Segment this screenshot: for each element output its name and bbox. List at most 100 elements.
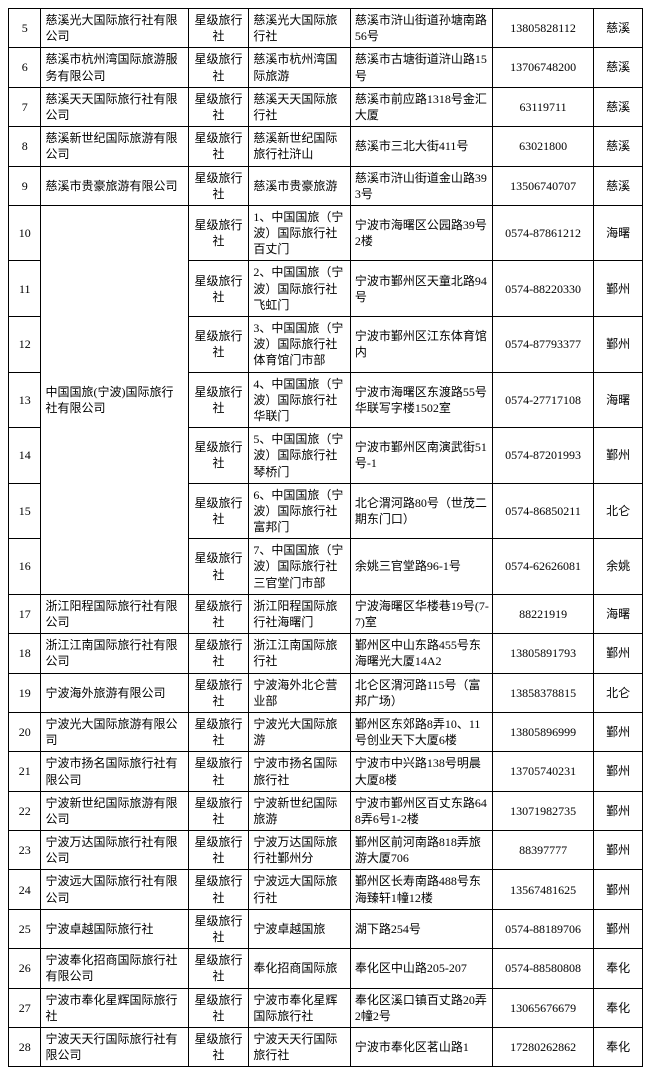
company-name: 慈溪市杭州湾国际旅游服务有限公司 (41, 48, 188, 87)
phone: 0574-27717108 (492, 372, 593, 428)
address: 宁波市鄞州区江东体育馆内 (350, 317, 492, 373)
company-name: 宁波奉化招商国际旅行社有限公司 (41, 949, 188, 988)
phone: 13071982735 (492, 791, 593, 830)
row-index: 5 (9, 9, 41, 48)
agency-table: 5慈溪光大国际旅行社有限公司星级旅行社慈溪光大国际旅行社慈溪市浒山街道孙塘南路5… (8, 8, 643, 1067)
phone: 0574-88220330 (492, 261, 593, 317)
district: 慈溪 (594, 9, 643, 48)
company-name: 宁波海外旅游有限公司 (41, 673, 188, 712)
row-index: 7 (9, 87, 41, 126)
company-name: 宁波新世纪国际旅游有限公司 (41, 791, 188, 830)
district: 鄞州 (594, 831, 643, 870)
branch-name: 宁波万达国际旅行社鄞州分 (249, 831, 350, 870)
phone: 0574-87861212 (492, 205, 593, 261)
company-name: 中国国旅(宁波)国际旅行社有限公司 (41, 205, 188, 594)
address: 宁波市鄞州区天童北路94号 (350, 261, 492, 317)
district: 北仑 (594, 483, 643, 539)
row-index: 12 (9, 317, 41, 373)
address: 慈溪市浒山街道金山路393号 (350, 166, 492, 205)
phone: 13805891793 (492, 634, 593, 673)
row-index: 24 (9, 870, 41, 909)
table-row: 28宁波天天行国际旅行社有限公司星级旅行社宁波天天行国际旅行社宁波市奉化区茗山路… (9, 1027, 643, 1066)
district: 海曙 (594, 205, 643, 261)
district: 鄞州 (594, 428, 643, 484)
district: 鄞州 (594, 712, 643, 751)
branch-name: 慈溪市杭州湾国际旅游 (249, 48, 350, 87)
row-index: 27 (9, 988, 41, 1027)
agency-type: 星级旅行社 (188, 9, 249, 48)
table-row: 25宁波卓越国际旅行社星级旅行社宁波卓越国旅湖下路254号0574-881897… (9, 909, 643, 948)
branch-name: 4、中国国旅（宁波）国际旅行社华联门 (249, 372, 350, 428)
district: 奉化 (594, 988, 643, 1027)
phone: 13065676679 (492, 988, 593, 1027)
district: 鄞州 (594, 870, 643, 909)
address: 宁波市海曙区东渡路55号华联写字楼1502室 (350, 372, 492, 428)
district: 慈溪 (594, 87, 643, 126)
address: 宁波市中兴路138号明晨大厦8楼 (350, 752, 492, 791)
agency-type: 星级旅行社 (188, 428, 249, 484)
district: 鄞州 (594, 634, 643, 673)
agency-type: 星级旅行社 (188, 909, 249, 948)
phone: 0574-86850211 (492, 483, 593, 539)
branch-name: 奉化招商国际旅 (249, 949, 350, 988)
address: 慈溪市浒山街道孙塘南路56号 (350, 9, 492, 48)
company-name: 慈溪天天国际旅行社有限公司 (41, 87, 188, 126)
district: 海曙 (594, 372, 643, 428)
row-index: 25 (9, 909, 41, 948)
row-index: 26 (9, 949, 41, 988)
row-index: 21 (9, 752, 41, 791)
phone: 0574-88189706 (492, 909, 593, 948)
address: 奉化区中山路205-207 (350, 949, 492, 988)
address: 慈溪市古塘街道浒山路15号 (350, 48, 492, 87)
agency-type: 星级旅行社 (188, 634, 249, 673)
address: 湖下路254号 (350, 909, 492, 948)
phone: 88397777 (492, 831, 593, 870)
table-row: 6慈溪市杭州湾国际旅游服务有限公司星级旅行社慈溪市杭州湾国际旅游慈溪市古塘街道浒… (9, 48, 643, 87)
agency-type: 星级旅行社 (188, 712, 249, 751)
phone: 13805828112 (492, 9, 593, 48)
company-name: 浙江江南国际旅行社有限公司 (41, 634, 188, 673)
address: 余姚三官堂路96-1号 (350, 539, 492, 595)
agency-type: 星级旅行社 (188, 594, 249, 633)
agency-type: 星级旅行社 (188, 949, 249, 988)
row-index: 16 (9, 539, 41, 595)
phone: 13705740231 (492, 752, 593, 791)
branch-name: 6、中国国旅（宁波）国际旅行社富邦门 (249, 483, 350, 539)
phone: 63021800 (492, 127, 593, 166)
agency-type: 星级旅行社 (188, 87, 249, 126)
phone: 13506740707 (492, 166, 593, 205)
branch-name: 慈溪市贵豪旅游 (249, 166, 350, 205)
branch-name: 浙江江南国际旅行社 (249, 634, 350, 673)
row-index: 13 (9, 372, 41, 428)
branch-name: 宁波光大国际旅游 (249, 712, 350, 751)
company-name: 宁波光大国际旅游有限公司 (41, 712, 188, 751)
table-row: 8慈溪新世纪国际旅游有限公司星级旅行社慈溪新世纪国际旅行社浒山慈溪市三北大街41… (9, 127, 643, 166)
branch-name: 慈溪光大国际旅行社 (249, 9, 350, 48)
branch-name: 宁波市扬名国际旅行社 (249, 752, 350, 791)
address: 鄞州区长寿南路488号东海臻轩1幢12楼 (350, 870, 492, 909)
agency-type: 星级旅行社 (188, 166, 249, 205)
address: 北仑渭河路80号（世茂二期东门口） (350, 483, 492, 539)
row-index: 11 (9, 261, 41, 317)
branch-name: 宁波远大国际旅行社 (249, 870, 350, 909)
agency-type: 星级旅行社 (188, 791, 249, 830)
phone: 13858378815 (492, 673, 593, 712)
row-index: 10 (9, 205, 41, 261)
agency-type: 星级旅行社 (188, 48, 249, 87)
district: 鄞州 (594, 317, 643, 373)
table-row: 7慈溪天天国际旅行社有限公司星级旅行社慈溪天天国际旅行社慈溪市前应路1318号金… (9, 87, 643, 126)
agency-type: 星级旅行社 (188, 988, 249, 1027)
district: 鄞州 (594, 752, 643, 791)
table-row: 5慈溪光大国际旅行社有限公司星级旅行社慈溪光大国际旅行社慈溪市浒山街道孙塘南路5… (9, 9, 643, 48)
company-name: 宁波远大国际旅行社有限公司 (41, 870, 188, 909)
company-name: 宁波市扬名国际旅行社有限公司 (41, 752, 188, 791)
agency-type: 星级旅行社 (188, 1027, 249, 1066)
company-name: 宁波天天行国际旅行社有限公司 (41, 1027, 188, 1066)
branch-name: 7、中国国旅（宁波）国际旅行社三官堂门市部 (249, 539, 350, 595)
branch-name: 宁波海外北仑营业部 (249, 673, 350, 712)
company-name: 宁波万达国际旅行社有限公司 (41, 831, 188, 870)
branch-name: 慈溪新世纪国际旅行社浒山 (249, 127, 350, 166)
phone: 13567481625 (492, 870, 593, 909)
row-index: 23 (9, 831, 41, 870)
phone: 13706748200 (492, 48, 593, 87)
